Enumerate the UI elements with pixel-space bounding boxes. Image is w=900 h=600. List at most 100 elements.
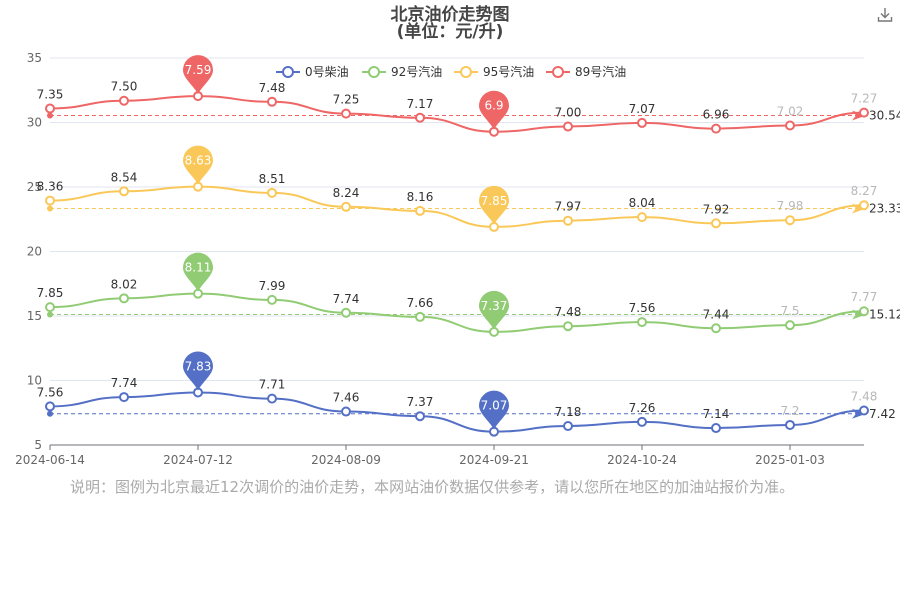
data-label: 7.99 (259, 279, 286, 293)
data-label: 8.16 (407, 190, 434, 204)
data-label: 6.96 (703, 108, 730, 122)
y-tick-label: 5 (34, 438, 42, 452)
data-point (45, 401, 55, 412)
data-label: 7.46 (333, 391, 360, 405)
data-point (859, 200, 869, 211)
data-point (785, 419, 795, 430)
average-start-dot (47, 205, 53, 212)
legend-item-3[interactable]: 89号汽油 (546, 64, 626, 79)
data-label: 7.48 (555, 305, 582, 319)
average-start-dot (47, 311, 53, 318)
series-0: 7.42 7.56 7.74 7.71 7.46 7.37 7.18 7.26 7.14 7.2 7… (37, 351, 896, 437)
data-label: 8.04 (629, 196, 656, 210)
data-point (119, 95, 129, 106)
series-3: 30.54 7.35 7.50 7.48 7.25 7.17 7.00 7.07 6.96 7.0… (37, 55, 900, 137)
y-tick-label: 10 (27, 374, 42, 388)
legend-label: 95号汽油 (483, 64, 534, 79)
y-tick-label: 25 (27, 180, 42, 194)
data-point (119, 392, 129, 403)
data-point (341, 108, 351, 119)
data-point (711, 423, 721, 434)
max-pin (183, 252, 213, 292)
data-label: 7.48 (851, 390, 878, 404)
max-pin-label: 8.63 (185, 154, 212, 168)
min-pin (479, 390, 509, 430)
average-label: 23.33 (869, 202, 900, 216)
data-point (119, 186, 129, 197)
data-point (637, 317, 647, 328)
legend[interactable]: 0号柴油 92号汽油 95号汽油 89号汽油 (276, 64, 626, 79)
data-point (785, 215, 795, 226)
data-label: 8.54 (111, 170, 138, 184)
data-point (415, 411, 425, 422)
data-label: 7.26 (629, 401, 656, 415)
average-label: 30.54 (869, 109, 900, 123)
legend-item-0[interactable]: 0号柴油 (276, 65, 349, 79)
data-label: 7.71 (259, 378, 286, 392)
min-pin (479, 185, 509, 225)
download-icon[interactable] (876, 6, 894, 24)
data-point (859, 405, 869, 416)
data-label: 7.5 (780, 304, 799, 318)
data-label: 7.92 (703, 202, 730, 216)
data-label: 7.77 (851, 290, 878, 304)
data-label: 7.97 (555, 200, 582, 214)
series-line (49, 185, 865, 228)
data-point (637, 117, 647, 128)
data-point (711, 218, 721, 229)
data-label: 7.74 (111, 376, 138, 390)
data-point (45, 302, 55, 313)
axes: 5 10 15 20 25 30 35 2024-06-14 2024-07-12 2024-08… (15, 51, 864, 467)
legend-item-1[interactable]: 92号汽油 (362, 64, 442, 79)
legend-marker (368, 66, 380, 78)
chart-subtitle: (单位：元/升) (397, 21, 504, 42)
legend-marker (460, 66, 472, 78)
series-line (49, 391, 865, 433)
data-label: 7.56 (629, 301, 656, 315)
data-point (415, 205, 425, 216)
data-point (415, 112, 425, 123)
data-label: 8.02 (111, 277, 138, 291)
legend-label: 89号汽油 (575, 64, 626, 79)
data-point (45, 195, 55, 206)
data-point (267, 96, 277, 107)
average-start-dot (47, 410, 53, 417)
data-label: 7.27 (851, 92, 878, 106)
data-point (859, 306, 869, 317)
data-label: 7.25 (333, 93, 360, 107)
data-point (119, 293, 129, 304)
legend-label: 0号柴油 (305, 65, 349, 79)
max-pin (183, 351, 213, 391)
y-tick-label: 30 (27, 116, 42, 130)
data-label: 7.02 (777, 105, 804, 119)
y-tick-label: 35 (27, 51, 42, 65)
min-pin (479, 90, 509, 130)
data-point (341, 406, 351, 417)
data-label: 7.35 (37, 87, 64, 101)
y-tick-label: 20 (27, 245, 42, 259)
max-pin (183, 145, 213, 185)
data-point (859, 107, 869, 118)
data-point (267, 294, 277, 305)
legend-marker (552, 66, 564, 78)
data-label: 7.66 (407, 296, 434, 310)
data-label: 7.18 (555, 405, 582, 419)
data-point (341, 201, 351, 212)
series-line (49, 292, 865, 333)
x-tick-label: 2024-10-24 (607, 453, 677, 467)
max-pin (183, 55, 213, 95)
min-pin-label: 7.37 (481, 299, 508, 313)
legend-item-2[interactable]: 95号汽油 (454, 64, 534, 79)
x-tick-label: 2024-06-14 (15, 453, 85, 467)
legend-marker (282, 66, 294, 78)
data-point (415, 311, 425, 322)
x-tick-label: 2024-07-12 (163, 453, 233, 467)
data-point (637, 416, 647, 427)
data-label: 8.27 (851, 184, 878, 198)
data-label: 7.37 (407, 395, 434, 409)
footnote: 说明：图例为北京最近12次调价的油价走势，本网站油价数据仅供参考，请以您所在地区… (70, 478, 795, 496)
average-start-dot (47, 112, 53, 119)
data-point (563, 215, 573, 226)
series-layer: 7.427.567.74 7.717.46 7.377.18 7.26 7.14 7.27… (37, 55, 900, 437)
data-point (341, 307, 351, 318)
